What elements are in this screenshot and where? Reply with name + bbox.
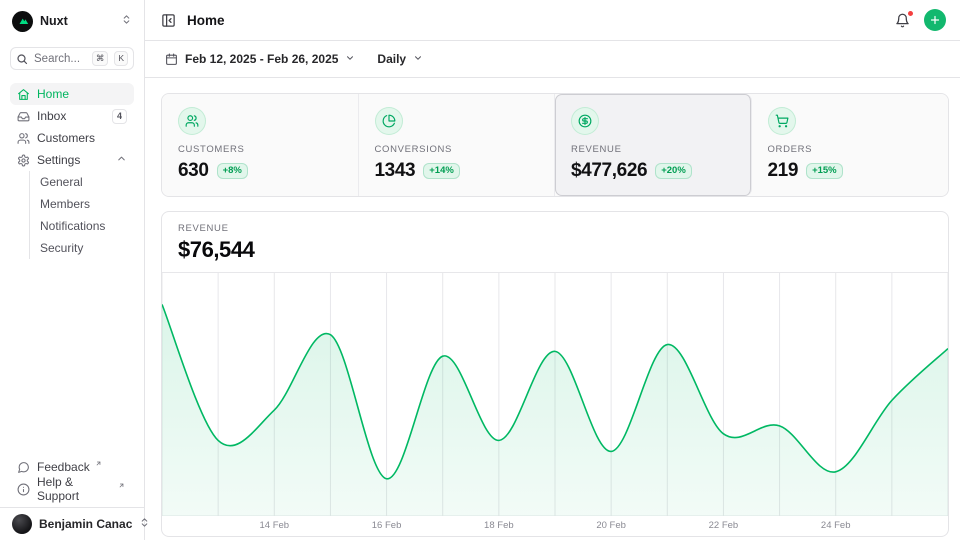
- sidebar: Nuxt Search... ⌘ K Home: [0, 0, 145, 540]
- avatar: [12, 514, 32, 534]
- home-icon: [17, 88, 30, 101]
- x-axis: 14 Feb 16 Feb 18 Feb 20 Feb 22 Feb 24 Feb: [162, 516, 948, 536]
- calendar-icon: [165, 53, 178, 66]
- revenue-area-chart[interactable]: [162, 273, 948, 516]
- period-value: Daily: [377, 52, 406, 66]
- external-link-icon: [95, 456, 102, 470]
- date-range-picker[interactable]: Feb 12, 2025 - Feb 26, 2025: [161, 48, 359, 70]
- notification-dot: [907, 10, 914, 17]
- x-axis-label: 22 Feb: [709, 520, 739, 531]
- period-select[interactable]: Daily: [373, 48, 427, 70]
- notifications-button[interactable]: [893, 11, 912, 30]
- content: CUSTOMERS 630 +8% CONVERSIONS 1343 +14%: [145, 78, 960, 540]
- stat-card-orders[interactable]: ORDERS 219 +15%: [752, 94, 949, 196]
- sidebar-subitem-members[interactable]: Members: [30, 193, 134, 215]
- x-axis-label: 18 Feb: [484, 520, 514, 531]
- stat-card-revenue[interactable]: REVENUE $477,626 +20%: [555, 94, 752, 196]
- external-link-icon: [118, 478, 125, 492]
- shopping-cart-icon: [768, 107, 796, 135]
- stats-row: CUSTOMERS 630 +8% CONVERSIONS 1343 +14%: [161, 93, 949, 197]
- kbd-k: K: [114, 51, 128, 66]
- x-axis-label: 16 Feb: [372, 520, 402, 531]
- search-icon: [16, 53, 28, 65]
- chevron-down-icon: [413, 52, 423, 66]
- user-name: Benjamin Canac: [39, 517, 132, 531]
- chart-pie-icon: [375, 107, 403, 135]
- date-range-value: Feb 12, 2025 - Feb 26, 2025: [185, 52, 338, 66]
- sidebar-item-home[interactable]: Home: [10, 83, 134, 105]
- gear-icon: [17, 154, 30, 167]
- sidebar-spacer: [0, 259, 144, 456]
- stat-label: CONVERSIONS: [375, 144, 539, 155]
- stat-delta-badge: +8%: [217, 163, 248, 179]
- sidebar-item-label: Customers: [37, 131, 95, 145]
- sidebar-subitem-security[interactable]: Security: [30, 237, 134, 259]
- sidebar-item-label: Inbox: [37, 109, 66, 123]
- inbox-icon: [17, 110, 30, 123]
- chevron-up-icon: [116, 153, 127, 167]
- message-bubble-icon: [17, 461, 30, 474]
- chart-header: REVENUE $76,544: [162, 212, 948, 272]
- app-root: Nuxt Search... ⌘ K Home: [0, 0, 960, 540]
- footer-link-label: Help & Support: [37, 475, 113, 503]
- stat-value: 219: [768, 160, 799, 182]
- search-placeholder: Search...: [34, 53, 86, 65]
- nuxt-logo-icon: [12, 11, 33, 32]
- collapse-sidebar-button[interactable]: [159, 11, 178, 30]
- stat-value: $477,626: [571, 160, 647, 182]
- kbd-cmd: ⌘: [92, 51, 109, 66]
- chevrons-up-down-icon: [121, 12, 132, 30]
- stat-label: REVENUE: [571, 144, 735, 155]
- sidebar-nav: Home Inbox 4 Customers Settings: [0, 83, 144, 259]
- settings-subnav: General Members Notifications Security: [29, 171, 134, 259]
- panel-left-icon: [161, 13, 176, 28]
- sidebar-subitem-notifications[interactable]: Notifications: [30, 215, 134, 237]
- stat-delta-badge: +14%: [423, 163, 460, 179]
- x-axis-label: 20 Feb: [596, 520, 626, 531]
- revenue-chart-card: REVENUE $76,544 14 Feb 16 Feb 18 Feb 20 Feb…: [161, 211, 949, 537]
- sidebar-item-inbox[interactable]: Inbox 4: [10, 105, 134, 127]
- help-support-link[interactable]: Help & Support: [10, 478, 134, 500]
- chart-metric-value: $76,544: [178, 237, 932, 263]
- chevron-down-icon: [345, 52, 355, 66]
- main-area: Home Fe: [145, 0, 960, 540]
- plot-wrap: 14 Feb 16 Feb 18 Feb 20 Feb 22 Feb 24 Feb: [162, 272, 948, 536]
- search-input[interactable]: Search... ⌘ K: [10, 47, 134, 70]
- stat-value: 1343: [375, 160, 416, 182]
- circle-dollar-icon: [571, 107, 599, 135]
- footer-link-label: Feedback: [37, 460, 90, 474]
- sidebar-item-label: Settings: [37, 153, 80, 167]
- inbox-count-badge: 4: [112, 109, 127, 124]
- topbar: Home: [145, 0, 960, 41]
- add-button[interactable]: [924, 9, 946, 31]
- page-title: Home: [187, 13, 225, 28]
- sidebar-item-customers[interactable]: Customers: [10, 127, 134, 149]
- sidebar-subitem-general[interactable]: General: [30, 171, 134, 193]
- stat-delta-badge: +20%: [655, 163, 692, 179]
- stat-delta-badge: +15%: [806, 163, 843, 179]
- sidebar-item-settings[interactable]: Settings: [10, 149, 134, 171]
- stat-value: 630: [178, 160, 209, 182]
- stat-card-customers[interactable]: CUSTOMERS 630 +8%: [162, 94, 359, 196]
- sidebar-footer: Feedback Help & Support: [0, 456, 144, 507]
- x-axis-label: 14 Feb: [259, 520, 289, 531]
- stat-label: ORDERS: [768, 144, 933, 155]
- user-menu[interactable]: Benjamin Canac: [0, 507, 144, 540]
- x-axis-label: 24 Feb: [821, 520, 851, 531]
- users-icon: [17, 132, 30, 145]
- chart-metric-label: REVENUE: [178, 223, 932, 234]
- team-selector[interactable]: Nuxt: [10, 10, 134, 32]
- plus-icon: [929, 14, 941, 26]
- filter-bar: Feb 12, 2025 - Feb 26, 2025 Daily: [145, 41, 960, 78]
- stat-card-conversions[interactable]: CONVERSIONS 1343 +14%: [359, 94, 556, 196]
- users-icon: [178, 107, 206, 135]
- team-name: Nuxt: [40, 14, 114, 28]
- chart-svg: [162, 273, 948, 516]
- sidebar-item-label: Home: [37, 87, 69, 101]
- stat-label: CUSTOMERS: [178, 144, 342, 155]
- info-circle-icon: [17, 483, 30, 496]
